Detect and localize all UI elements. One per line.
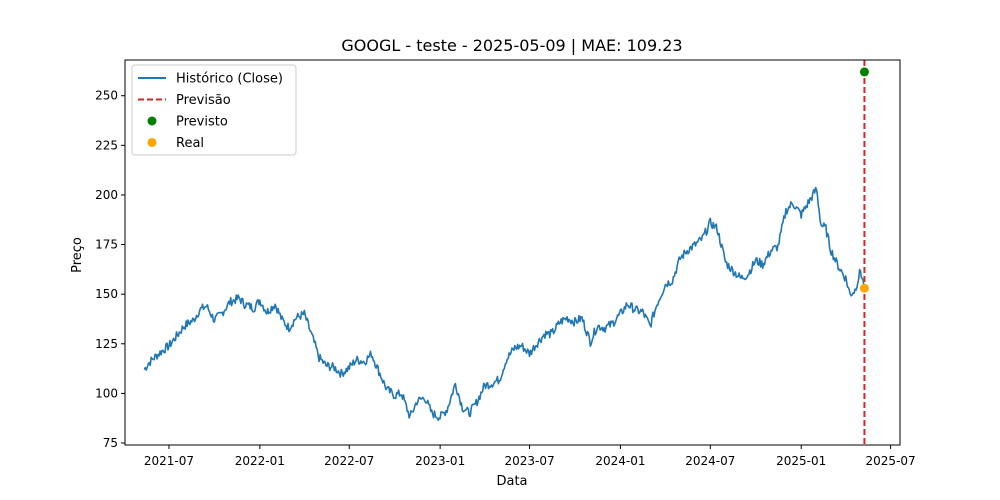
x-tick-label: 2022-07 <box>324 454 374 468</box>
x-tick-label: 2024-01 <box>595 454 645 468</box>
y-tick-label: 225 <box>95 138 118 152</box>
x-tick-label: 2021-07 <box>144 454 194 468</box>
axes: 75 100 125 150 175 200 225 250 2021-07 2022-01 202… <box>95 59 916 468</box>
y-axis-label: Preço <box>70 237 85 273</box>
scatter-point-real <box>859 283 869 293</box>
legend-marker-dot <box>147 138 157 147</box>
legend: Histórico (Close) Previsão Previsto Real <box>131 64 297 156</box>
chart-title: GOOGL - teste - 2025-05-09 | MAE: 109.23 <box>341 36 682 55</box>
legend-label: Previsto <box>176 115 228 130</box>
plot-frame <box>124 59 901 446</box>
x-tick-label: 2024-07 <box>685 454 735 468</box>
plot-area <box>143 60 869 445</box>
y-tick-label: 150 <box>95 287 118 301</box>
y-tick-label: 100 <box>95 386 118 400</box>
scatter-point-previsto <box>859 67 869 77</box>
series-line-0 <box>143 186 865 422</box>
legend-label: Previsão <box>176 93 231 108</box>
legend-box <box>131 64 297 156</box>
y-tick-label: 125 <box>95 337 118 351</box>
x-tick-label: 2023-07 <box>504 454 554 468</box>
y-tick-label: 250 <box>95 89 118 103</box>
y-tick-label: 75 <box>103 436 118 450</box>
x-tick-label: 2025-01 <box>776 454 826 468</box>
x-tick-label: 2023-01 <box>415 454 465 468</box>
legend-marker-dot <box>147 116 157 126</box>
y-tick-label: 200 <box>95 188 118 202</box>
legend-label: Real <box>176 136 204 151</box>
x-tick-label: 2025-07 <box>866 454 916 468</box>
x-tick-label: 2022-01 <box>235 454 285 468</box>
y-tick-label: 175 <box>95 238 118 252</box>
legend-label: Histórico (Close) <box>176 72 283 87</box>
x-axis-label: Data <box>496 474 527 489</box>
